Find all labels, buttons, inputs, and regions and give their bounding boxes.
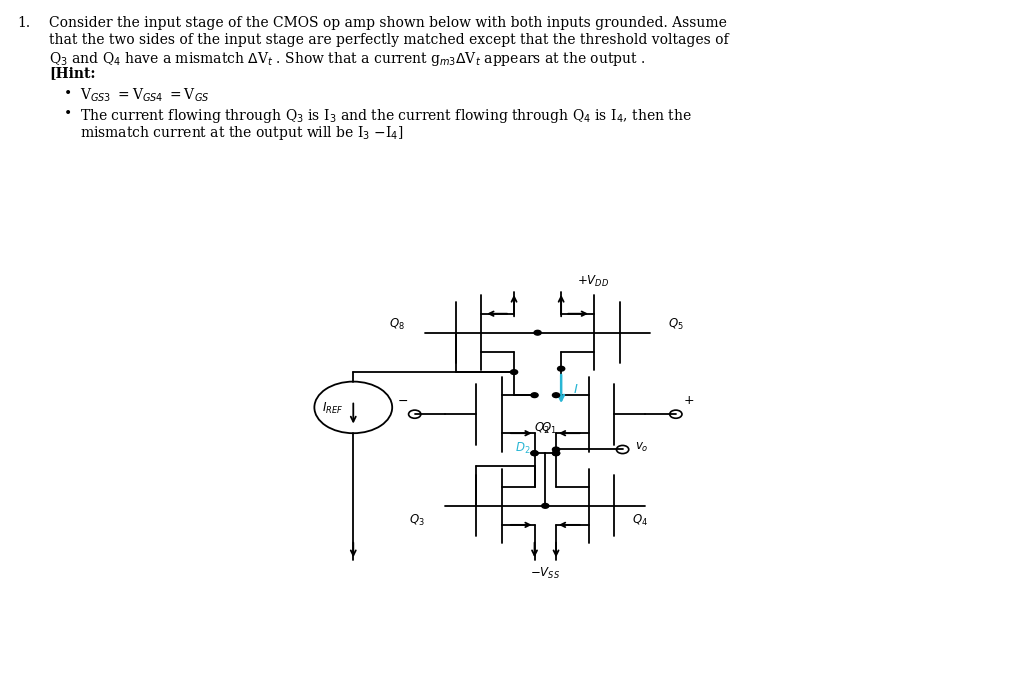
Text: mismatch current at the output will be I$_3$ $-$I$_4$]: mismatch current at the output will be I… [80, 124, 403, 143]
Text: $I$: $I$ [573, 382, 579, 396]
Text: Q$_3$ and Q$_4$ have a mismatch $\Delta$V$_t$ . Show that a current g$_{m3}$$\De: Q$_3$ and Q$_4$ have a mismatch $\Delta$… [49, 50, 646, 68]
Circle shape [552, 451, 559, 456]
Circle shape [535, 330, 541, 335]
Circle shape [542, 504, 549, 508]
Circle shape [531, 451, 539, 456]
Circle shape [510, 369, 517, 375]
Text: $D_2$: $D_2$ [515, 441, 530, 456]
Text: 1.: 1. [17, 16, 31, 30]
Text: $-$: $-$ [397, 394, 408, 407]
Text: $Q_5$: $Q_5$ [668, 317, 683, 332]
Text: •: • [63, 107, 72, 122]
Circle shape [552, 447, 559, 452]
Circle shape [552, 392, 559, 398]
Text: $+V_{DD}$: $+V_{DD}$ [577, 274, 608, 289]
Text: [Hint:: [Hint: [49, 67, 95, 81]
Text: The current flowing through Q$_3$ is I$_3$ and the current flowing through Q$_4$: The current flowing through Q$_3$ is I$_… [80, 107, 691, 126]
Text: $I_{REF}$: $I_{REF}$ [322, 401, 343, 416]
Text: $Q_8$: $Q_8$ [388, 317, 404, 332]
Text: $Q_4$: $Q_4$ [632, 513, 648, 528]
Text: •: • [63, 87, 72, 101]
Circle shape [557, 367, 564, 371]
Text: $+$: $+$ [683, 394, 693, 407]
Text: $v_o$: $v_o$ [635, 441, 648, 454]
Circle shape [531, 392, 539, 398]
Text: $Q_2$: $Q_2$ [535, 421, 550, 436]
Text: $Q_1$: $Q_1$ [541, 421, 556, 436]
Text: $Q_3$: $Q_3$ [410, 513, 425, 528]
Circle shape [531, 451, 539, 456]
Text: Consider the input stage of the CMOS op amp shown below with both inputs grounde: Consider the input stage of the CMOS op … [49, 16, 727, 30]
Text: V$_{GS3}$ $=$V$_{GS4}$ $=$V$_{GS}$: V$_{GS3}$ $=$V$_{GS4}$ $=$V$_{GS}$ [80, 87, 209, 105]
Text: that the two sides of the input stage are perfectly matched except that the thre: that the two sides of the input stage ar… [49, 33, 729, 47]
Text: $-V_{SS}$: $-V_{SS}$ [530, 566, 560, 581]
Circle shape [552, 451, 559, 456]
